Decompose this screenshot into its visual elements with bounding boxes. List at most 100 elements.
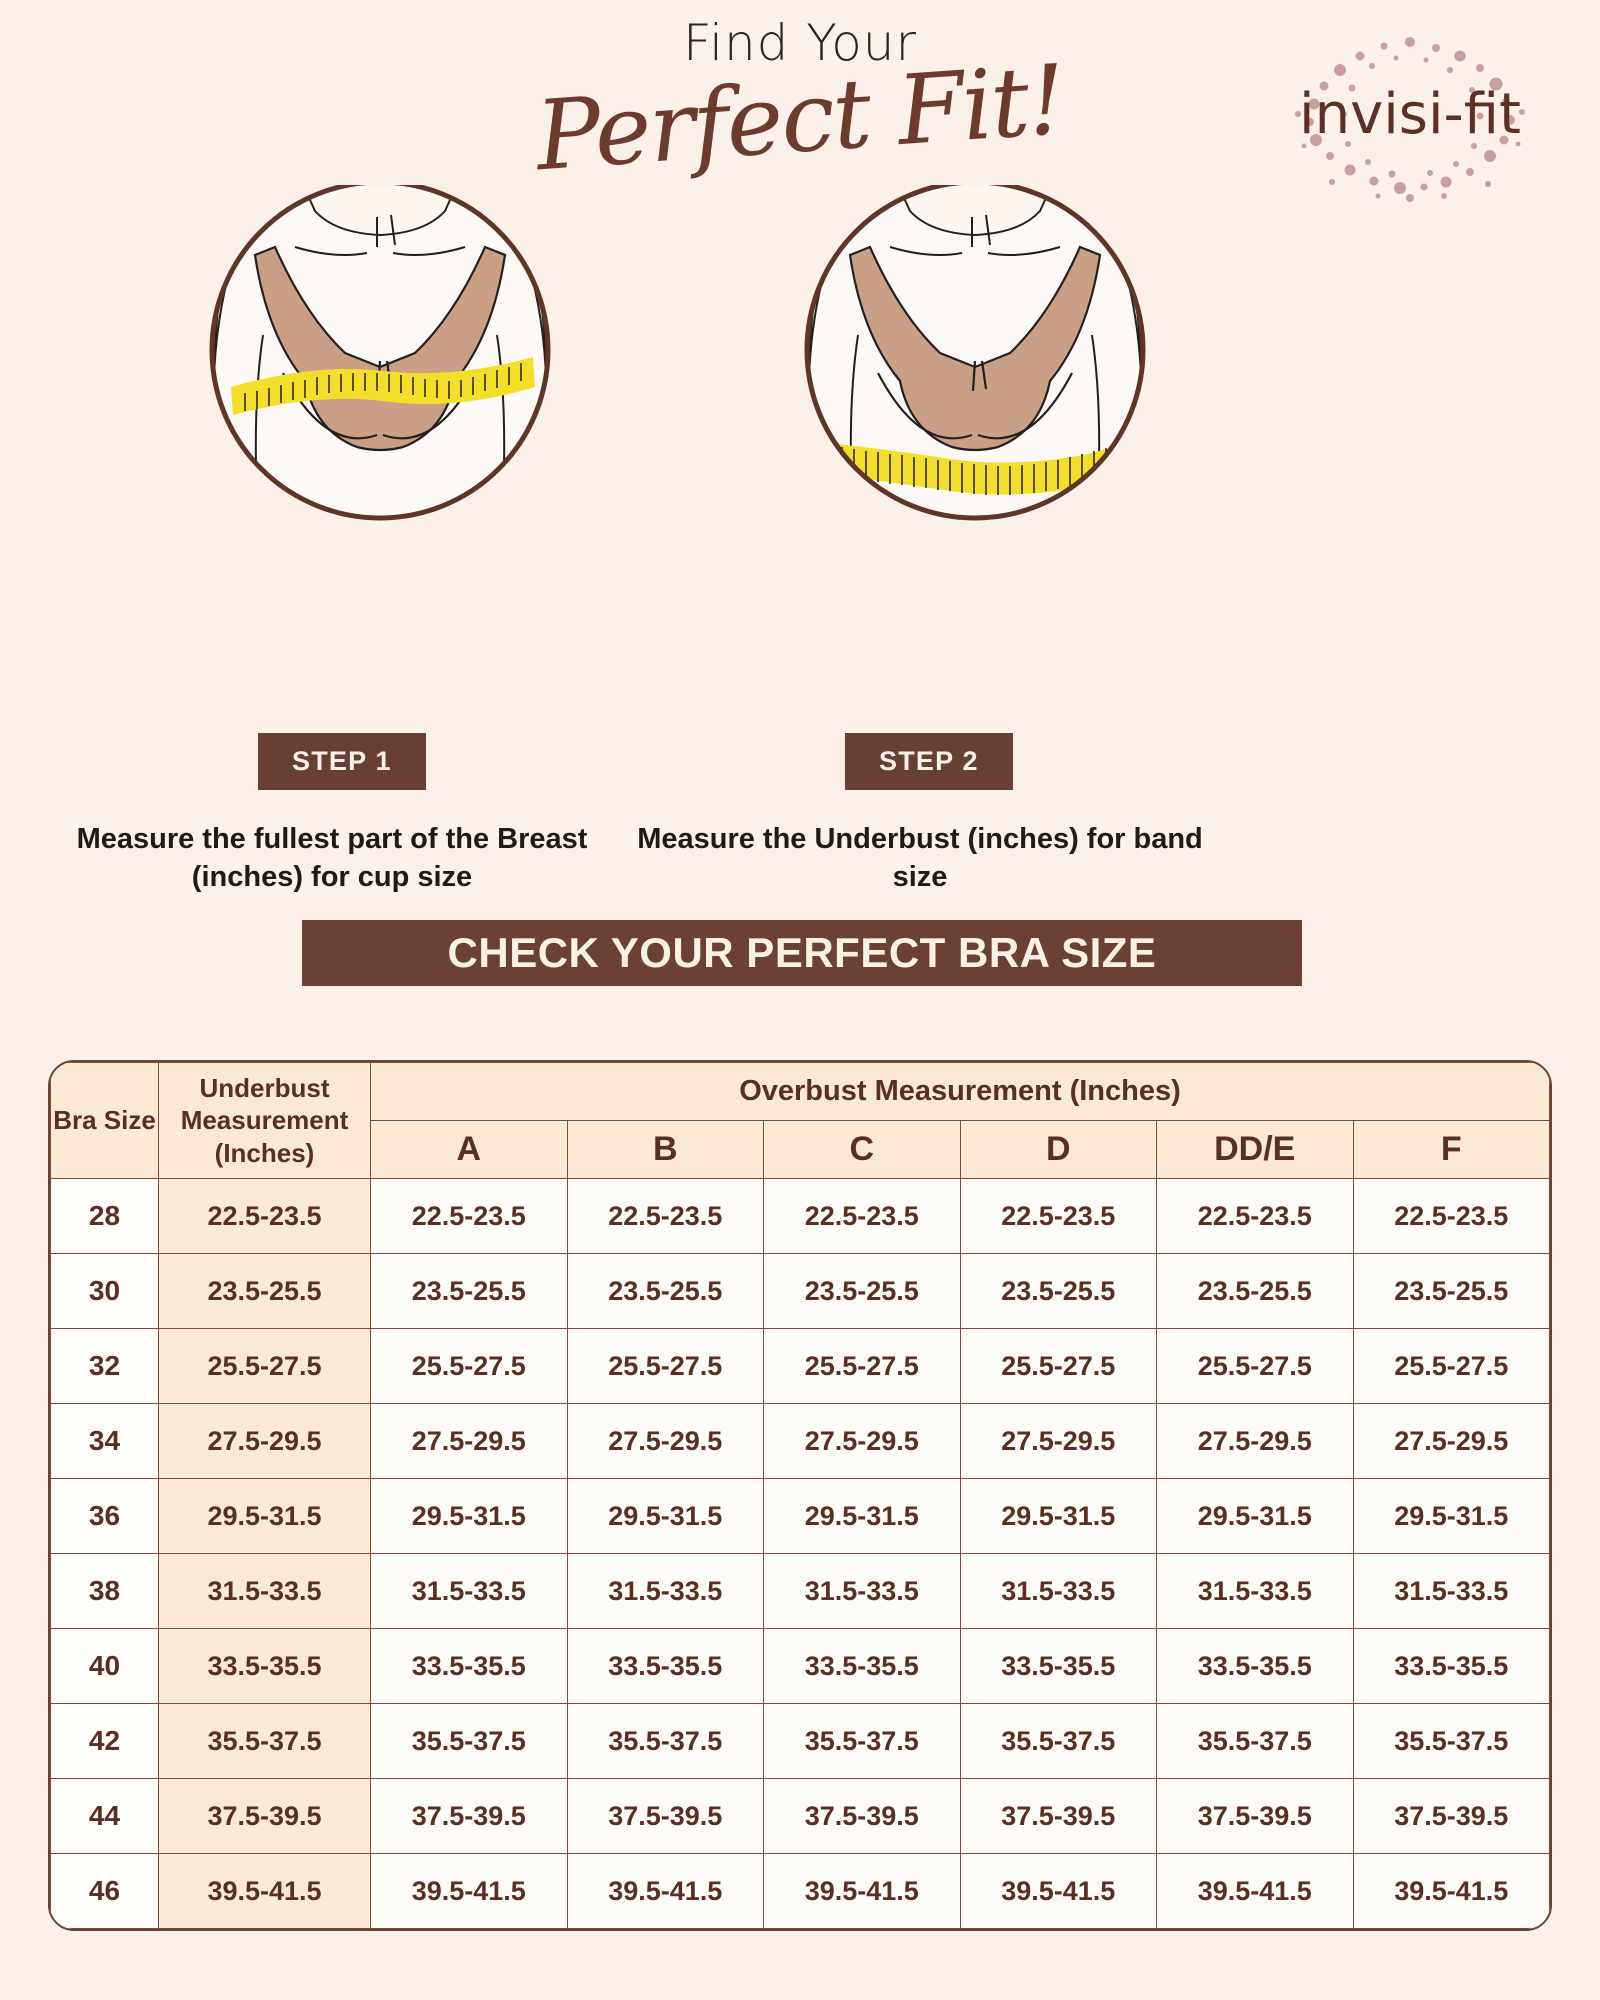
table-row: 44 37.5-39.5 37.5-39.5 37.5-39.5 37.5-39.5 37…	[50, 1778, 1550, 1854]
cell-overbust-dd-e: 31.5-33.5	[1156, 1553, 1354, 1629]
logo-text: invisi-fit	[1299, 82, 1521, 147]
cell-overbust-f: 22.5-23.5	[1352, 1178, 1550, 1254]
cell-overbust-c: 37.5-39.5	[763, 1778, 961, 1854]
cell-overbust-c: 22.5-23.5	[763, 1178, 961, 1254]
cell-overbust-f: 37.5-39.5	[1352, 1778, 1550, 1854]
table-row: 32 25.5-27.5 25.5-27.5 25.5-27.5 25.5-27.5 25…	[50, 1328, 1550, 1404]
cell-overbust-f: 23.5-25.5	[1352, 1253, 1550, 1329]
cell-overbust-dd-e: 33.5-35.5	[1156, 1628, 1354, 1704]
cell-overbust-c: 25.5-27.5	[763, 1328, 961, 1404]
cell-overbust-d: 22.5-23.5	[959, 1178, 1157, 1254]
cell-overbust-c: 29.5-31.5	[763, 1478, 961, 1554]
cell-overbust-f: 33.5-35.5	[1352, 1628, 1550, 1704]
bust-measure-illustration-icon	[209, 179, 551, 521]
step-2-illustration	[750, 179, 1200, 535]
step-1-illustration	[155, 179, 605, 535]
cell-overbust-dd-e: 22.5-23.5	[1156, 1178, 1354, 1254]
cell-overbust-f: 27.5-29.5	[1352, 1403, 1550, 1479]
cell-overbust-c: 31.5-33.5	[763, 1553, 961, 1629]
step-1-caption: Measure the fullest part of the Breast (…	[76, 823, 588, 894]
cell-bra-size: 34	[50, 1403, 159, 1479]
cell-overbust-d: 39.5-41.5	[959, 1853, 1157, 1929]
cell-overbust-c: 39.5-41.5	[763, 1853, 961, 1929]
cell-bra-size: 38	[50, 1553, 159, 1629]
header-bra-size: Bra Size	[50, 1062, 159, 1179]
size-chart-table: Bra Size Underbust Measurement (Inches) …	[50, 1062, 1550, 1929]
table-row: 46 39.5-41.5 39.5-41.5 39.5-41.5 39.5-41.5 39…	[50, 1853, 1550, 1929]
cell-overbust-f: 29.5-31.5	[1352, 1478, 1550, 1554]
section-banner: CHECK YOUR PERFECT BRA SIZE	[302, 920, 1302, 986]
header-overbust: Overbust Measurement (Inches)	[370, 1062, 1550, 1121]
header-underbust: Underbust Measurement (Inches)	[158, 1062, 371, 1179]
cell-overbust-b: 37.5-39.5	[566, 1778, 764, 1854]
step-1-badge: STEP 1	[258, 733, 426, 790]
table-row: 40 33.5-35.5 33.5-35.5 33.5-35.5 33.5-35.5 33…	[50, 1628, 1550, 1704]
cell-underbust: 37.5-39.5	[158, 1778, 371, 1854]
cell-overbust-a: 23.5-25.5	[370, 1253, 568, 1329]
header-cup-c: C	[763, 1120, 961, 1179]
cell-overbust-f: 35.5-37.5	[1352, 1703, 1550, 1779]
cell-underbust: 35.5-37.5	[158, 1703, 371, 1779]
cell-underbust: 29.5-31.5	[158, 1478, 371, 1554]
cell-overbust-c: 27.5-29.5	[763, 1403, 961, 1479]
table-body: 28 22.5-23.5 22.5-23.5 22.5-23.5 22.5-23.5 22…	[50, 1178, 1550, 1929]
cell-bra-size: 40	[50, 1628, 159, 1704]
cell-overbust-dd-e: 39.5-41.5	[1156, 1853, 1354, 1929]
cell-overbust-dd-e: 25.5-27.5	[1156, 1328, 1354, 1404]
cell-bra-size: 46	[50, 1853, 159, 1929]
cell-underbust: 22.5-23.5	[158, 1178, 371, 1254]
table-row: 42 35.5-37.5 35.5-37.5 35.5-37.5 35.5-37.5 35…	[50, 1703, 1550, 1779]
table-head: Bra Size Underbust Measurement (Inches) …	[50, 1062, 1550, 1179]
table-row: 36 29.5-31.5 29.5-31.5 29.5-31.5 29.5-31.5 29…	[50, 1478, 1550, 1554]
underbust-measure-illustration-icon	[804, 179, 1146, 521]
cell-overbust-d: 27.5-29.5	[959, 1403, 1157, 1479]
cell-overbust-b: 23.5-25.5	[566, 1253, 764, 1329]
page-header: Find Your Perfect Fit!	[0, 0, 1600, 230]
cell-overbust-f: 25.5-27.5	[1352, 1328, 1550, 1404]
header-cup-dd-e: DD/E	[1156, 1120, 1354, 1179]
cell-underbust: 33.5-35.5	[158, 1628, 371, 1704]
cell-bra-size: 44	[50, 1778, 159, 1854]
bra-size-table: Bra Size Underbust Measurement (Inches) …	[48, 1060, 1552, 1931]
cell-overbust-dd-e: 29.5-31.5	[1156, 1478, 1354, 1554]
table-row: 28 22.5-23.5 22.5-23.5 22.5-23.5 22.5-23.5 22…	[50, 1178, 1550, 1254]
cell-underbust: 23.5-25.5	[158, 1253, 371, 1329]
step-2-badge: STEP 2	[845, 733, 1013, 790]
table-row: 30 23.5-25.5 23.5-25.5 23.5-25.5 23.5-25.5 23…	[50, 1253, 1550, 1329]
cell-overbust-a: 27.5-29.5	[370, 1403, 568, 1479]
cell-underbust: 39.5-41.5	[158, 1853, 371, 1929]
cell-overbust-b: 29.5-31.5	[566, 1478, 764, 1554]
cell-overbust-b: 25.5-27.5	[566, 1328, 764, 1404]
cell-overbust-d: 35.5-37.5	[959, 1703, 1157, 1779]
header-cup-d: D	[959, 1120, 1157, 1179]
cell-overbust-dd-e: 37.5-39.5	[1156, 1778, 1354, 1854]
cell-bra-size: 32	[50, 1328, 159, 1404]
cell-bra-size: 42	[50, 1703, 159, 1779]
cell-overbust-a: 22.5-23.5	[370, 1178, 568, 1254]
page-title-line1: Find Your	[682, 14, 918, 72]
cell-overbust-f: 31.5-33.5	[1352, 1553, 1550, 1629]
cell-overbust-c: 35.5-37.5	[763, 1703, 961, 1779]
cell-overbust-b: 35.5-37.5	[566, 1703, 764, 1779]
cell-overbust-a: 33.5-35.5	[370, 1628, 568, 1704]
cell-bra-size: 28	[50, 1178, 159, 1254]
logo-dot-pattern-icon	[1295, 37, 1525, 202]
header-cup-a: A	[370, 1120, 568, 1179]
table-header-row-top: Bra Size Underbust Measurement (Inches) …	[50, 1062, 1550, 1179]
cell-overbust-b: 39.5-41.5	[566, 1853, 764, 1929]
table-row: 38 31.5-33.5 31.5-33.5 31.5-33.5 31.5-33.5 31…	[50, 1553, 1550, 1629]
cell-overbust-d: 37.5-39.5	[959, 1778, 1157, 1854]
cell-overbust-dd-e: 27.5-29.5	[1156, 1403, 1354, 1479]
cell-overbust-d: 33.5-35.5	[959, 1628, 1157, 1704]
cell-overbust-d: 31.5-33.5	[959, 1553, 1157, 1629]
cell-bra-size: 36	[50, 1478, 159, 1554]
cell-overbust-a: 25.5-27.5	[370, 1328, 568, 1404]
cell-overbust-b: 33.5-35.5	[566, 1628, 764, 1704]
cell-overbust-b: 22.5-23.5	[566, 1178, 764, 1254]
table-row: 34 27.5-29.5 27.5-29.5 27.5-29.5 27.5-29.5 27…	[50, 1403, 1550, 1479]
cell-underbust: 27.5-29.5	[158, 1403, 371, 1479]
cell-overbust-dd-e: 35.5-37.5	[1156, 1703, 1354, 1779]
cell-overbust-a: 37.5-39.5	[370, 1778, 568, 1854]
header-cup-f: F	[1352, 1120, 1550, 1179]
